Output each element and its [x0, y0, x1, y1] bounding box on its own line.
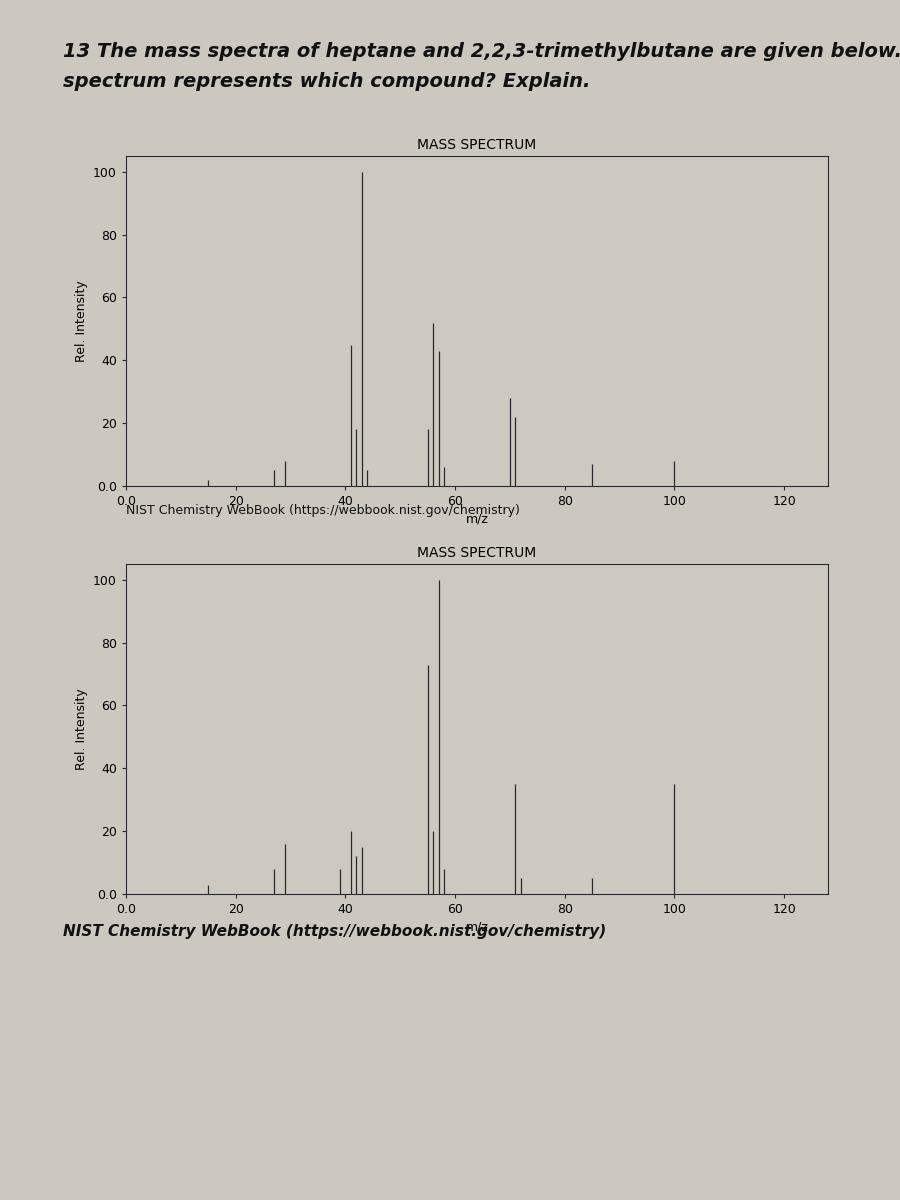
Y-axis label: Rel. Intensity: Rel. Intensity [75, 688, 87, 770]
Title: MASS SPECTRUM: MASS SPECTRUM [418, 138, 536, 152]
Text: NIST Chemistry WebBook (https://webbook.nist.gov/chemistry): NIST Chemistry WebBook (https://webbook.… [126, 504, 520, 517]
X-axis label: m/z: m/z [465, 512, 489, 526]
X-axis label: m/z: m/z [465, 920, 489, 934]
Text: spectrum represents which compound? Explain.: spectrum represents which compound? Expl… [63, 72, 590, 91]
Title: MASS SPECTRUM: MASS SPECTRUM [418, 546, 536, 560]
Text: 13 The mass spectra of heptane and 2,2,3-trimethylbutane are given below. Which: 13 The mass spectra of heptane and 2,2,3… [63, 42, 900, 61]
Text: NIST Chemistry WebBook (https://webbook.nist.gov/chemistry): NIST Chemistry WebBook (https://webbook.… [63, 924, 607, 938]
Y-axis label: Rel. Intensity: Rel. Intensity [75, 280, 87, 362]
